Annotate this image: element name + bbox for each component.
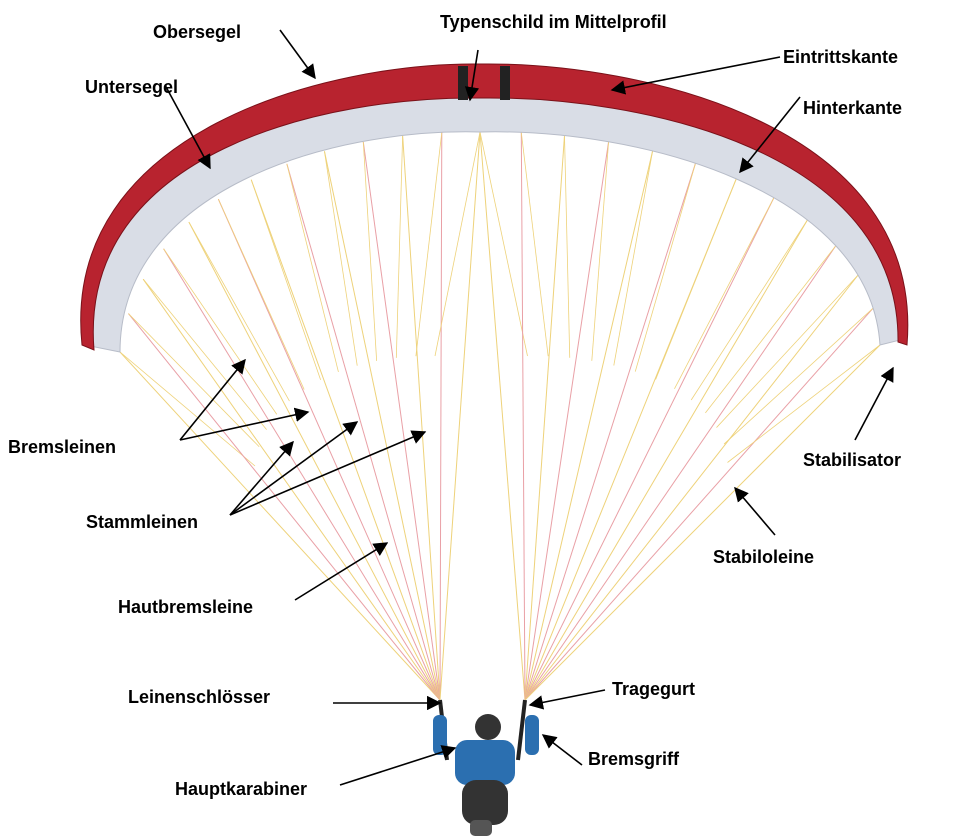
arrow: [543, 735, 582, 765]
label: Hautbremsleine: [118, 597, 253, 617]
arrow: [280, 30, 315, 78]
arrow: [530, 690, 605, 705]
cascade-line: [592, 142, 609, 361]
cascade-line: [189, 222, 290, 401]
suspension-line: [218, 199, 440, 700]
label: Eintrittskante: [783, 47, 898, 67]
suspension-line: [403, 136, 440, 700]
label: Stabilisator: [803, 450, 901, 470]
suspension-line: [525, 275, 858, 700]
type-plate: [458, 66, 468, 100]
cascade-line: [728, 345, 881, 463]
cascade-line: [480, 132, 528, 356]
cascade-line: [416, 132, 442, 356]
label: Tragegurt: [612, 679, 695, 699]
suspension-line: [128, 314, 440, 700]
label: Stammleinen: [86, 512, 198, 532]
riser: [518, 700, 525, 760]
label: Stabiloleine: [713, 547, 814, 567]
cascade-line: [324, 151, 357, 365]
label: Hauptkarabiner: [175, 779, 307, 799]
suspension-line: [525, 308, 873, 700]
suspension-line: [363, 142, 440, 700]
diagram: Obersegel Typenschild im Mittelprofil Eint…: [0, 0, 961, 838]
cascade-line: [396, 136, 402, 358]
label: Leinenschlösser: [128, 687, 270, 707]
label: Obersegel: [153, 22, 241, 42]
type-plate: [500, 66, 510, 100]
cascade-line: [564, 136, 569, 358]
arrow: [855, 368, 893, 440]
cascade-line: [705, 246, 835, 413]
suspension-line: [440, 132, 442, 700]
suspension-line: [251, 180, 440, 700]
cascade-line: [363, 142, 376, 361]
cascade-line: [614, 151, 653, 366]
arrow: [612, 57, 780, 90]
label: Typenschild im Mittelprofil: [440, 12, 667, 32]
suspension-line: [525, 163, 695, 700]
suspension-line: [287, 164, 440, 700]
suspension-line: [521, 132, 525, 700]
suspension-line: [480, 132, 525, 700]
cascade-line: [635, 163, 695, 371]
label: Bremsgriff: [588, 749, 680, 769]
suspension-line: [440, 132, 480, 700]
label: Untersegel: [85, 77, 178, 97]
suspension-line: [189, 222, 440, 700]
label: Bremsleinen: [8, 437, 116, 457]
arrow: [340, 748, 455, 785]
cascade-line: [521, 132, 548, 356]
label: Hinterkante: [803, 98, 902, 118]
cascade-line: [287, 164, 339, 372]
arrow: [735, 488, 775, 535]
suspension-line: [164, 249, 440, 700]
suspension-line: [525, 246, 836, 700]
